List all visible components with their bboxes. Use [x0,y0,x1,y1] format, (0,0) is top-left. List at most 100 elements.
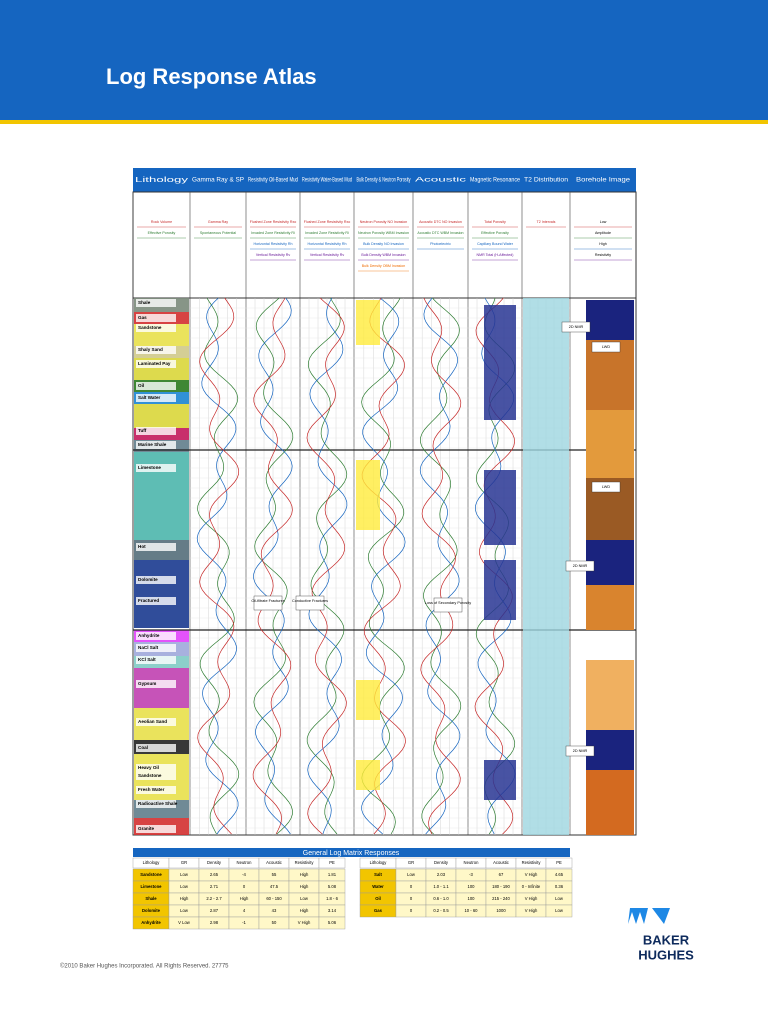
lithology-label: Granite [138,826,155,831]
log-curve [420,297,462,835]
table-cell-text: 0.36 [555,884,564,889]
logo-mark [628,908,670,924]
lithology-tag [136,680,176,688]
annotation: Conductive Fractures [292,599,328,603]
lithology-label: Sandstone [138,773,162,778]
header-band [0,0,768,120]
lithology-label: Fresh Water [138,787,165,792]
lithology-label: Marine Shale [138,442,167,447]
lithology-label: Aeolian Sand [138,719,167,724]
borehole-image [586,585,634,630]
column-header: T2 Distribution [524,177,569,184]
lithology-label: Heavy Oil [138,765,159,770]
lithology-tag [136,464,176,472]
legend-label: Spontaneous Potential [200,231,236,235]
table-cell-text: 47.5 [270,884,279,889]
lithology-label: Dolomite [138,577,158,582]
lithology-label: KCl Salt [138,657,156,662]
table-cell-text: Low [555,896,564,901]
table-cell-text: 0 [410,884,413,889]
annotation-box [253,595,283,611]
table-cell-text: 50 [272,920,277,925]
lithology-label: NaCl Salt [138,645,159,650]
table-cell-text: V High [525,896,538,901]
borehole-image [586,300,634,340]
table-cell-text: High [300,884,309,889]
lithology-block [134,560,189,628]
table-header-cell [545,857,573,869]
log-curve [306,297,347,835]
table-header: PE [329,860,335,865]
table-cell-text: -1 [242,920,246,925]
legend-label: Invaded Zone Resistivity Ri [251,231,295,235]
legend-label: Amplitude [595,231,611,235]
borehole-image [586,410,634,478]
table-cell-text: Low [300,896,309,901]
lithology-label: Hot [138,544,146,549]
table-header: GR [181,860,187,865]
lithology-tag [136,314,176,322]
column-header: Lithology [135,177,189,184]
lithology-tag [136,543,176,551]
density-fill [356,300,380,345]
legend-label: Flushed Zone Resistivity Rxo [304,220,351,224]
log-curve [361,297,406,835]
lithology-tag [136,656,176,664]
annotation-box [591,481,621,493]
annotation: LWD [602,485,610,489]
legend-label: Bulk Density OBM Invasion [362,264,406,268]
table-cell-text: -3 [469,872,473,877]
log-curve [197,297,240,835]
lithology-label: Tuff [138,428,147,433]
legend-label: Horizontal Resistivity Rh [254,242,293,246]
table-cell-text: Dolomite [142,908,161,913]
annotation: Oil-filtrate Fractures [251,599,284,603]
table-cell-text: 0.2 - 0.5 [433,908,449,913]
legend-label: Neutron Porosity NO Invasion [360,220,408,224]
legend-label: Effective Porosity [148,231,176,235]
log-curve [419,297,461,835]
borehole-image [586,770,634,835]
table-cell-text: Limestone [141,884,163,889]
table-header-cell [318,857,346,869]
lithology-label: Fractured [138,598,159,603]
legend-label: Acoustic DTC NO Invasion [419,220,462,224]
column-header: Magnetic Resonance [470,177,520,184]
log-curve [253,297,294,835]
table-cell-text: Shale [145,896,157,901]
table-header: Acoustic [266,860,282,865]
log-curve [306,297,348,835]
legend-label: Vertical Resistivity Rv [256,253,291,257]
annotation: 2D NMR [573,564,588,568]
annotation: Loss of Secondary Porosity [425,601,471,605]
lithology-tag [136,346,176,354]
logo-text: BAKER [643,932,690,947]
lithology-label: Laminated Pay [138,361,171,366]
lithology-tag [136,597,176,605]
table-cell-text: V Low [178,920,191,925]
lithology-label: Gypsum [138,681,156,686]
t2-band [523,298,569,835]
annotation-box [433,597,463,613]
legend-label: Photoelectric [430,242,451,246]
table-cell-text: Anhydrite [141,920,161,925]
table-cell-text: V High [525,872,538,877]
legend-label: Flushed Zone Resistivity Rxo [250,220,297,224]
table-cell-text: Low [180,872,189,877]
lithology-tag [136,718,176,726]
lithology-tag [136,427,176,435]
table-header: GR [408,860,414,865]
header-stripe [0,120,768,124]
legend-label: Invaded Zone Resistivity Ri [305,231,349,235]
table-header: Lithology [370,860,388,865]
lithology-label: Shaly Sand [138,347,163,352]
borehole-image [586,660,634,730]
title: Log Response Atlas [106,64,317,89]
annotation: 2D NMR [573,749,588,753]
log-curve [361,297,405,835]
logo-text: HUGHES [638,947,694,962]
lithology-tag [136,786,176,794]
log-curve [361,297,406,835]
table-cell-text: 1.8 - 6 [326,896,339,901]
